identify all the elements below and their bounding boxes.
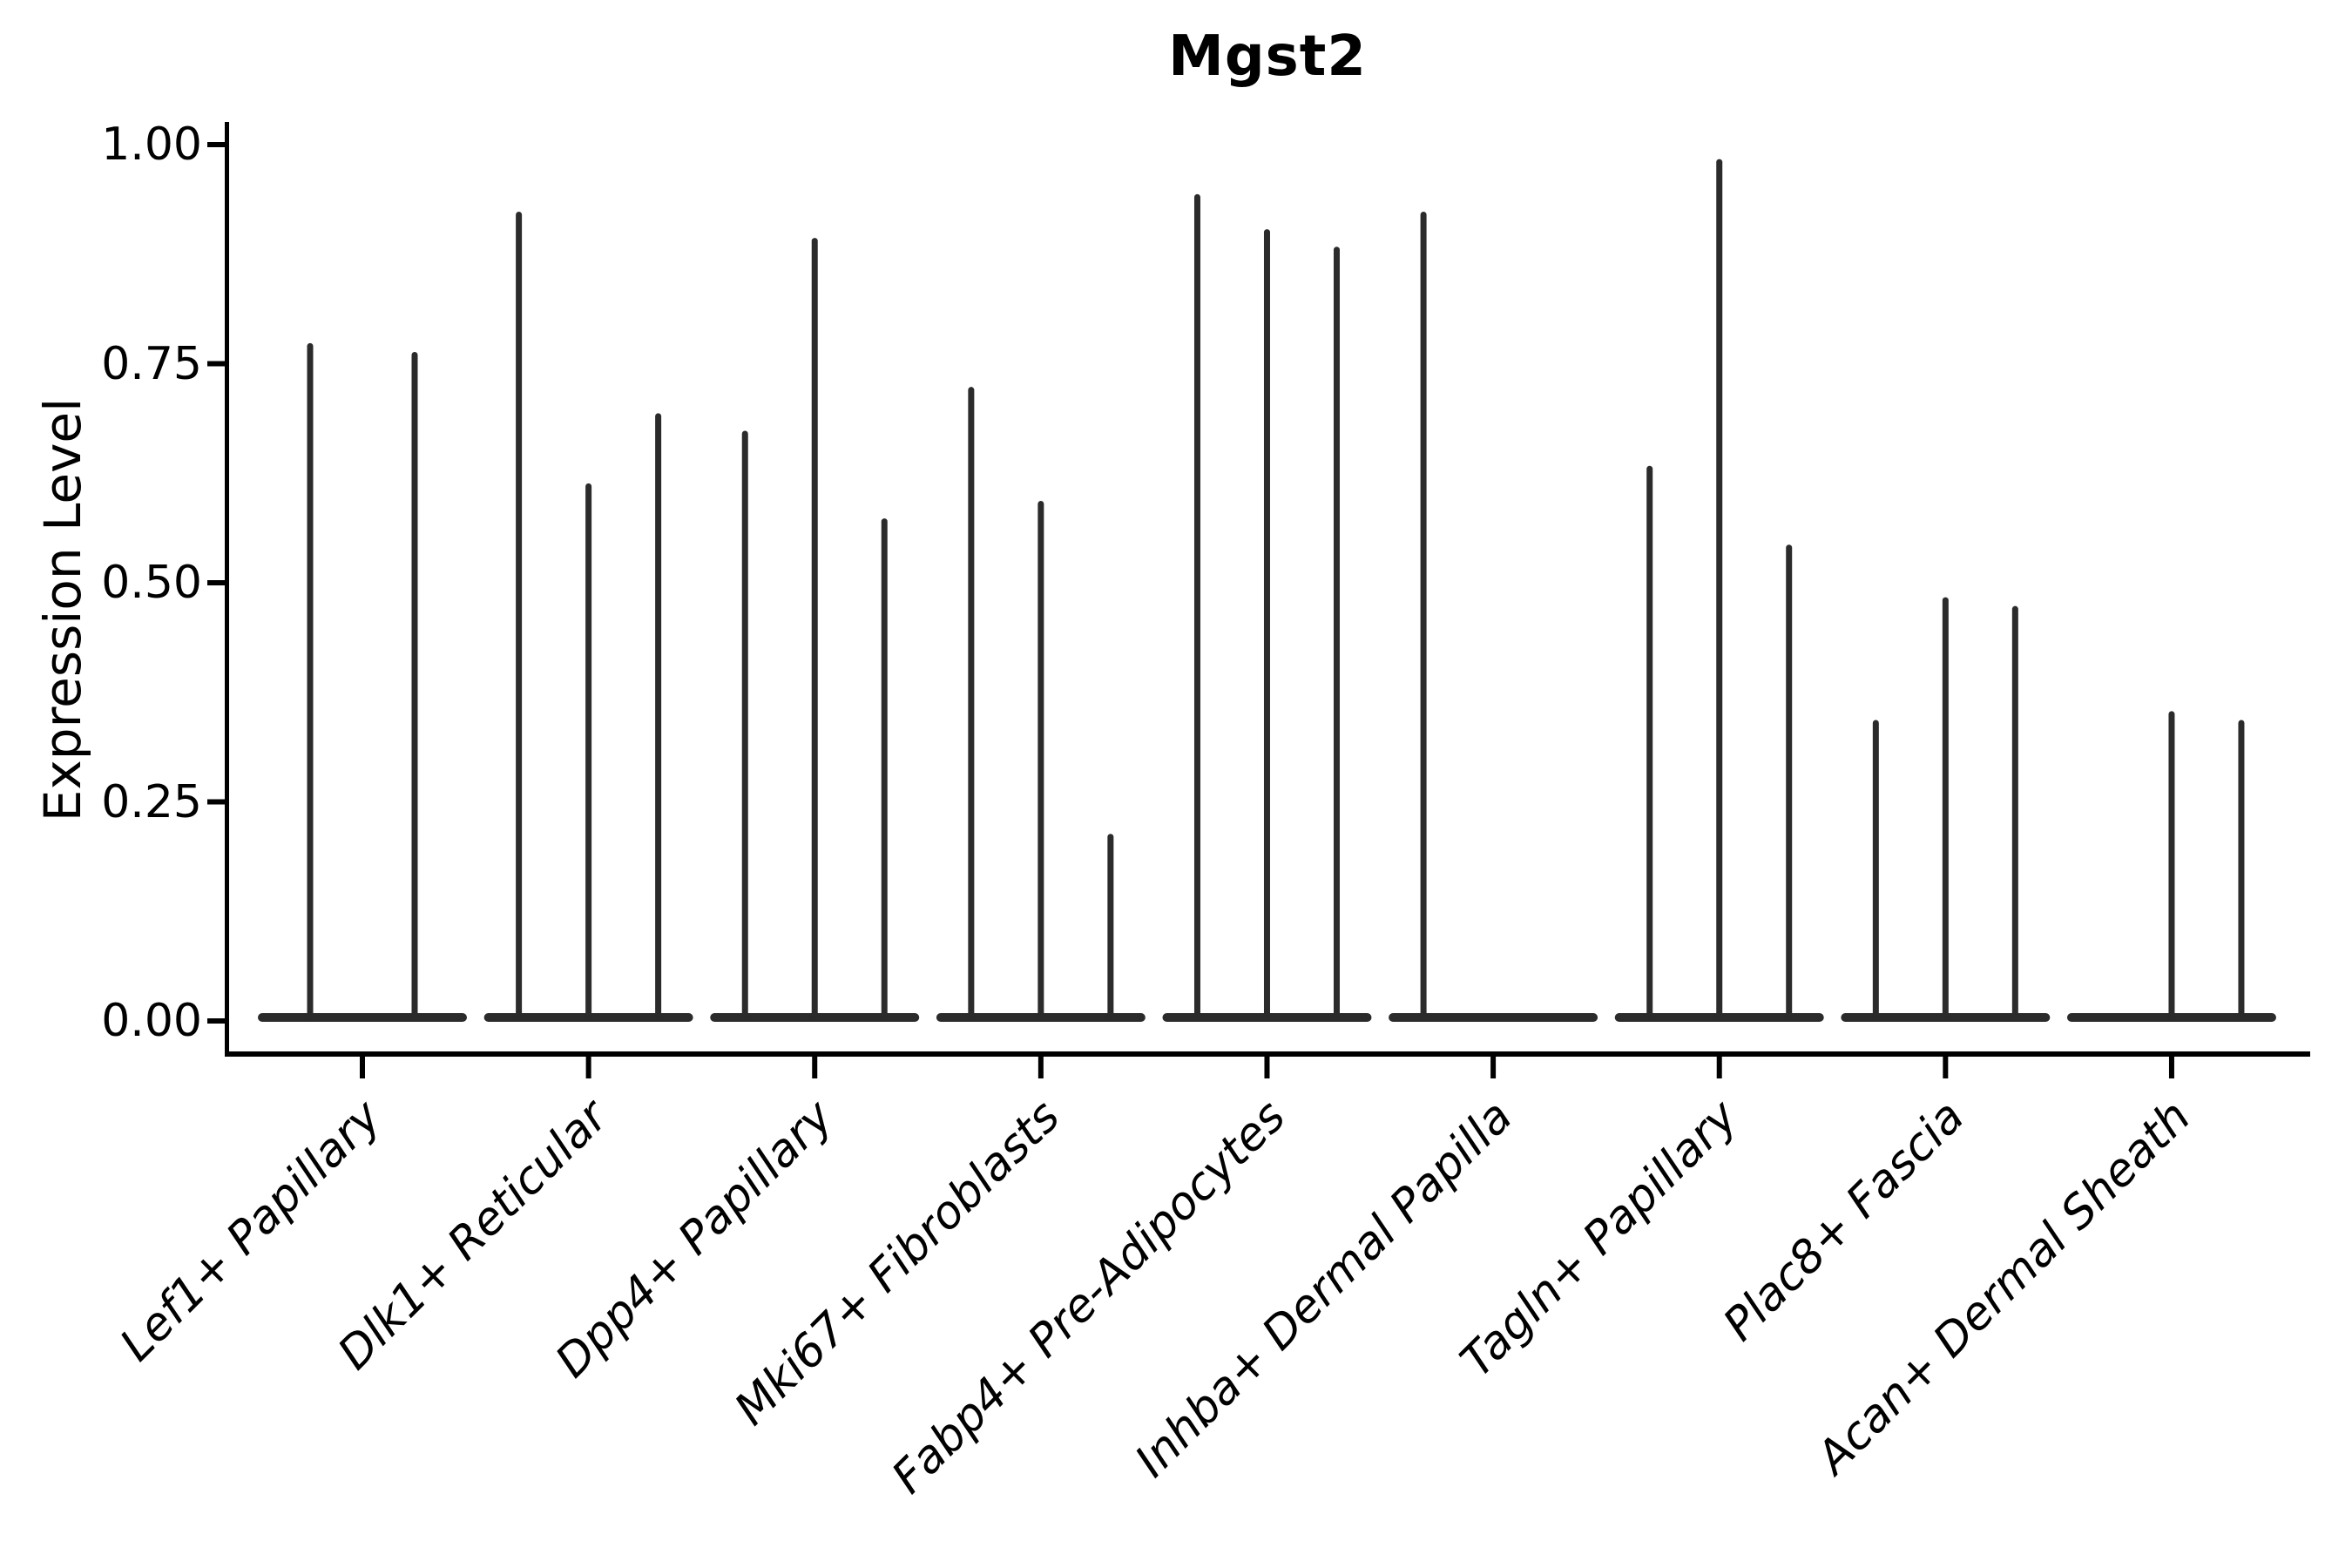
y-tick-mark: [207, 1018, 225, 1024]
y-tick-label: 1.00: [101, 118, 202, 171]
x-tick-mark: [1943, 1057, 1949, 1078]
y-tick-mark: [207, 799, 225, 805]
y-tick-label: 0.25: [101, 775, 202, 828]
x-tick-mark: [1490, 1057, 1497, 1078]
chart-title: Mgst2: [1168, 24, 1367, 89]
y-tick-mark: [207, 142, 225, 147]
y-tick-label: 0.75: [101, 337, 202, 390]
y-axis-spine: [225, 122, 229, 1057]
y-tick-label: 0.50: [101, 557, 202, 609]
violin-base: [1389, 1013, 1598, 1022]
x-axis-spine: [225, 1051, 2310, 1057]
y-tick-mark: [207, 580, 225, 585]
y-axis-label: Expression Level: [33, 397, 92, 822]
x-tick-mark: [1716, 1057, 1722, 1078]
violin-base: [258, 1013, 467, 1022]
y-tick-mark: [207, 361, 225, 367]
x-tick-mark: [2168, 1057, 2174, 1078]
x-tick-mark: [585, 1057, 591, 1078]
x-tick-mark: [1037, 1057, 1044, 1078]
y-tick-label: 0.00: [101, 995, 202, 1047]
x-tick-mark: [1264, 1057, 1270, 1078]
x-tick-mark: [360, 1057, 365, 1078]
x-tick-mark: [812, 1057, 818, 1078]
